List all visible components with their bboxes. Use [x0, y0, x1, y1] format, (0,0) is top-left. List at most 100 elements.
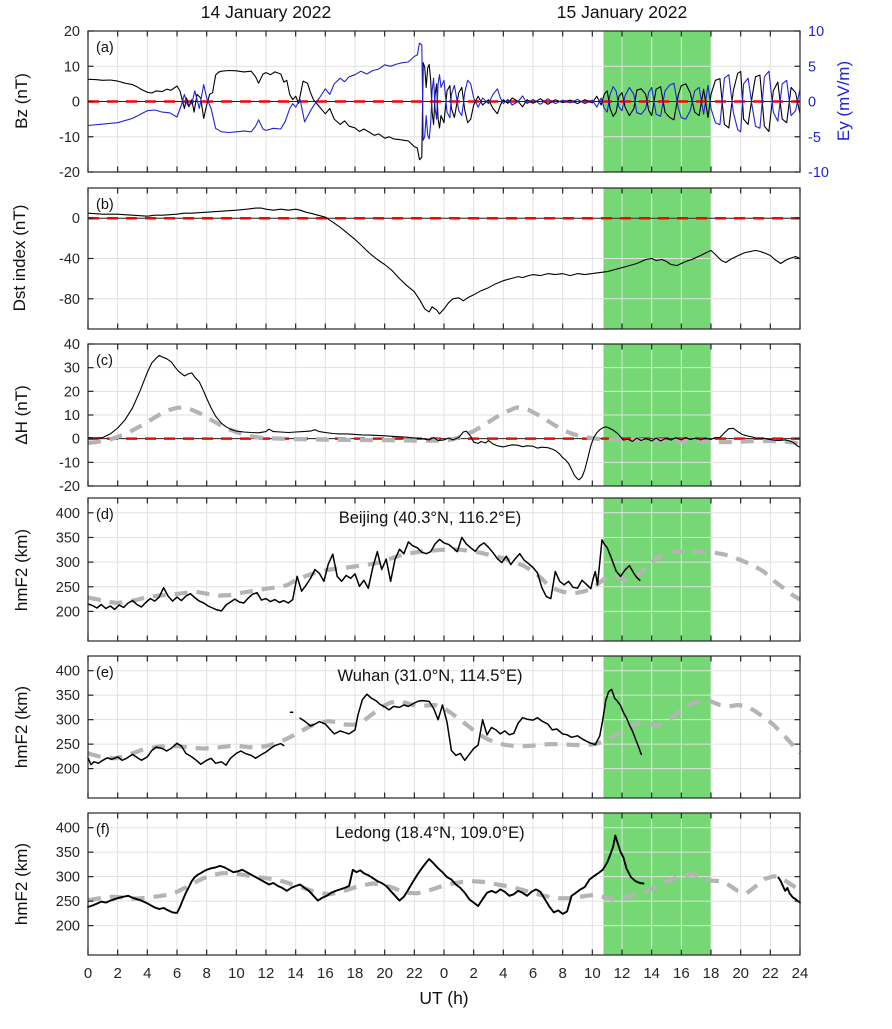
svg-text:250: 250: [56, 894, 80, 910]
svg-text:8: 8: [202, 965, 210, 982]
svg-text:12: 12: [614, 965, 631, 982]
station-label-wuhan: Wuhan (31.0°N, 114.5°E): [337, 667, 523, 685]
panel-b: 0 -40 -80: [59, 187, 801, 330]
station-label-beijing: Beijing (40.3°N, 116.2°E): [338, 509, 522, 527]
x-tick-labels: 0 2 4 6 8 10 12 14 16 18 20 22 0 2 4 6 8 10 12 14 16 18 20 22 24: [84, 965, 809, 982]
svg-text:350: 350: [56, 845, 80, 861]
svg-text:-80: -80: [59, 292, 80, 308]
svg-text:6: 6: [173, 965, 181, 982]
svg-text:30: 30: [64, 361, 80, 377]
svg-text:300: 300: [56, 713, 80, 729]
svg-text:16: 16: [673, 965, 690, 982]
svg-text:20: 20: [64, 384, 80, 400]
svg-text:2: 2: [113, 965, 121, 982]
svg-text:10: 10: [584, 965, 601, 982]
title-day2: 15 January 2022: [556, 2, 688, 22]
svg-text:18: 18: [347, 965, 364, 982]
svg-text:0: 0: [440, 965, 448, 982]
svg-text:10: 10: [64, 59, 80, 75]
panel-a-ticks: [87, 30, 801, 173]
panel-a-right-ylabel: Ey (mV/m): [834, 60, 853, 142]
panel-f-ylabel: hmF2 (km): [12, 842, 31, 926]
svg-text:400: 400: [56, 506, 80, 522]
svg-text:0: 0: [72, 432, 80, 448]
panel-a-ylabel: Bz (nT): [12, 73, 31, 129]
svg-text:250: 250: [56, 580, 80, 596]
svg-text:22: 22: [406, 965, 423, 982]
svg-text:10: 10: [64, 408, 80, 424]
title-day1: 14 January 2022: [200, 2, 332, 22]
svg-text:400: 400: [56, 664, 80, 680]
panel-d-grid: [88, 498, 800, 641]
hmf2_wuhan_ref-line: [87, 698, 802, 761]
hmf2_beijing-line: [87, 536, 641, 612]
panel-c-tag: (c): [96, 353, 113, 369]
svg-text:10: 10: [228, 965, 245, 982]
svg-text:6: 6: [529, 965, 537, 982]
delta_h-line: [87, 354, 801, 481]
svg-text:18: 18: [703, 965, 720, 982]
panel-c-ytick-labels: 40 30 20 10 0 -10 -20: [59, 337, 80, 495]
panel-d-ticks: [87, 498, 801, 641]
svg-text:350: 350: [56, 688, 80, 704]
panel-c: 40 30 20 10 0 -10 -20: [59, 337, 801, 495]
svg-text:5: 5: [808, 59, 816, 75]
panel-d: 400 350 300 250 200: [56, 497, 802, 642]
hmf2_beijing_ref-line: [87, 547, 802, 606]
panel-b-ytick-labels: 0 -40 -80: [59, 211, 80, 308]
svg-text:0: 0: [72, 95, 80, 111]
ey-line: [87, 42, 801, 141]
panel-a-ytick-labels: 20 10 0 -10 -20: [59, 24, 80, 181]
svg-text:-5: -5: [808, 130, 821, 146]
hmf2_wuhan-line: [87, 742, 285, 766]
svg-text:250: 250: [56, 737, 80, 753]
svg-text:0: 0: [84, 965, 92, 982]
hmf2_ledong_ref-line: [87, 871, 802, 903]
svg-text:-10: -10: [59, 455, 80, 471]
svg-text:20: 20: [64, 24, 80, 40]
panel-e-ticks: [87, 656, 801, 798]
panel-b-tag: (b): [96, 197, 114, 213]
svg-text:10: 10: [808, 24, 824, 40]
svg-text:-20: -20: [59, 165, 80, 181]
svg-text:350: 350: [56, 530, 80, 546]
svg-text:400: 400: [56, 821, 80, 837]
svg-text:0: 0: [808, 95, 816, 111]
svg-text:300: 300: [56, 870, 80, 886]
x-axis-label: UT (h): [419, 988, 469, 1008]
svg-text:-40: -40: [59, 252, 80, 268]
svg-text:-10: -10: [808, 165, 829, 181]
panel-e-tag: (e): [96, 665, 114, 681]
svg-text:-10: -10: [59, 130, 80, 146]
svg-text:4: 4: [499, 965, 507, 982]
panel-e: 400 350 300 250 200: [56, 655, 802, 799]
panel-b-ticks: [87, 188, 801, 329]
svg-text:2: 2: [469, 965, 477, 982]
panel-e-ytick-labels: 400 350 300 250 200: [56, 664, 80, 778]
panel-a: 20 10 0 -10 -20 10 5 0 -5 -10: [59, 24, 829, 181]
panel-f-ticks: [87, 813, 801, 955]
svg-text:0: 0: [72, 211, 80, 227]
storm-interval-band-d: [603, 498, 711, 641]
panel-c-ticks: [87, 343, 801, 487]
storm-interval-band-f: [603, 813, 711, 955]
delta_h_ref-line: [87, 405, 801, 446]
panel-c-ylabel: ΔH (nT): [12, 385, 31, 445]
panel-d-ylabel: hmF2 (km): [12, 528, 31, 612]
svg-text:24: 24: [792, 965, 809, 982]
hmf2_ledong-line: [87, 834, 645, 915]
svg-text:20: 20: [376, 965, 393, 982]
panel-c-grid: [88, 344, 800, 486]
svg-text:-20: -20: [59, 479, 80, 495]
svg-text:14: 14: [643, 965, 660, 982]
svg-text:20: 20: [732, 965, 749, 982]
panel-f-ytick-labels: 400 350 300 250 200: [56, 821, 80, 935]
svg-text:40: 40: [64, 337, 80, 353]
svg-text:4: 4: [143, 965, 151, 982]
svg-text:200: 200: [56, 762, 80, 778]
panel-e-grid: [88, 656, 800, 798]
panel-f-tag: (f): [96, 822, 110, 838]
